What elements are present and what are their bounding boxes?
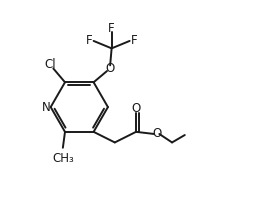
Text: O: O: [131, 102, 141, 116]
Text: O: O: [152, 127, 161, 141]
Text: F: F: [86, 34, 93, 47]
Text: O: O: [105, 62, 114, 75]
Text: F: F: [108, 22, 115, 35]
Text: Cl: Cl: [44, 58, 56, 71]
Text: F: F: [131, 34, 137, 47]
Text: N: N: [42, 100, 50, 114]
Text: CH₃: CH₃: [52, 152, 74, 165]
